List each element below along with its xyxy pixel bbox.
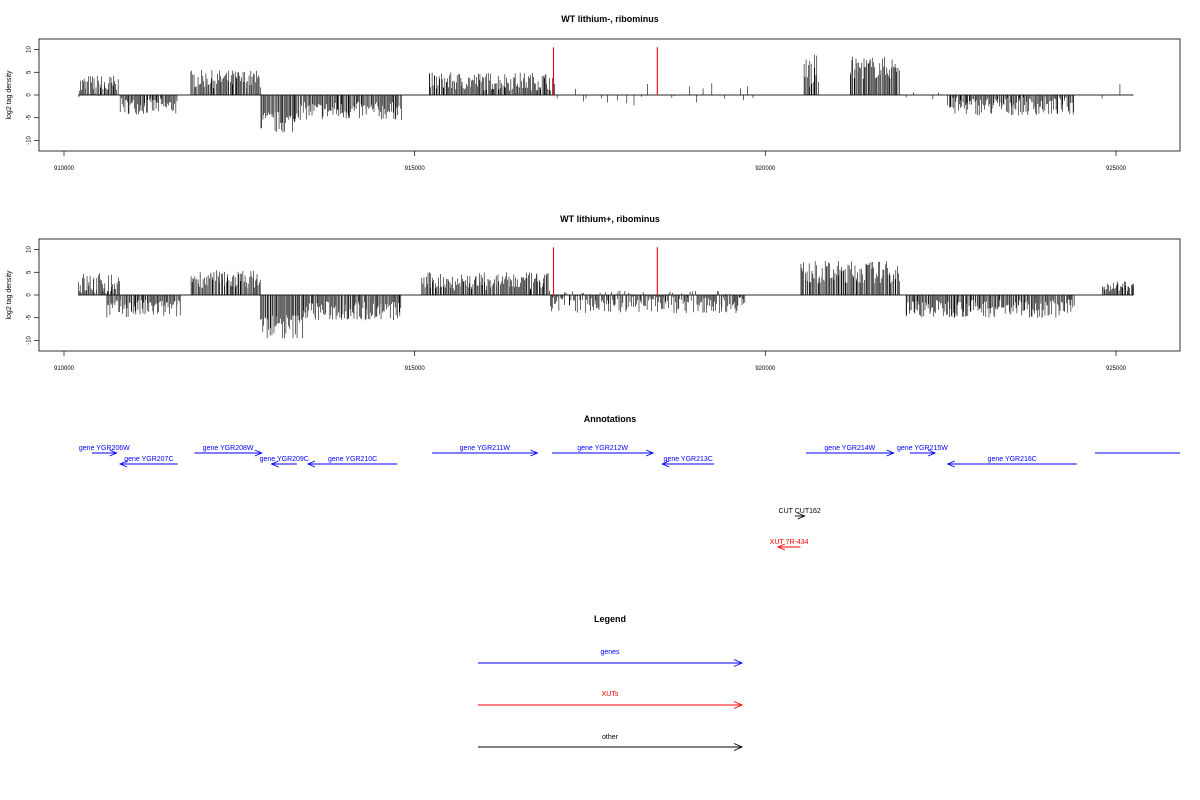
y-tick-label: -5 bbox=[27, 314, 33, 320]
legend-item-xuts: XUTs bbox=[478, 691, 744, 709]
y-axis-label: log2 tag density bbox=[6, 270, 13, 320]
feature-gene-ygr206w: gene YGR206W bbox=[79, 445, 130, 457]
legend-label: genes bbox=[600, 649, 620, 656]
legend-item-genes: genes bbox=[478, 649, 744, 667]
legend-label: XUTs bbox=[602, 691, 619, 698]
x-axis: 910000 915000 920000 925000 bbox=[54, 151, 1127, 172]
arrow-head bbox=[118, 460, 128, 468]
y-tick-label: 5 bbox=[27, 270, 33, 274]
arrow-head bbox=[270, 460, 279, 468]
x-tick-label: 920000 bbox=[755, 366, 776, 372]
arrow-head bbox=[733, 659, 744, 667]
feature-label: gene YGR216C bbox=[988, 456, 1037, 463]
y-axis: 10 5 0 -5 -10 bbox=[27, 46, 39, 145]
x-tick-label: 925000 bbox=[1106, 366, 1127, 372]
arrow-head bbox=[733, 701, 744, 709]
x-tick-label: 910000 bbox=[54, 366, 75, 372]
legend-item-other: other bbox=[478, 734, 744, 751]
feature-label: gene YGR211W bbox=[460, 445, 511, 452]
feature-label: gene YGR213C bbox=[664, 456, 713, 463]
feature-gene-ygr216c: gene YGR216C bbox=[946, 456, 1077, 468]
arrow-head bbox=[927, 449, 937, 457]
feature-gene-ygr215w: gene YGR215W bbox=[897, 445, 948, 457]
feature-label: gene YGR210C bbox=[328, 456, 377, 463]
arrow-head bbox=[109, 449, 118, 457]
chart-title: WT lithium+, ribominus bbox=[560, 214, 660, 224]
y-tick-label: 10 bbox=[27, 46, 33, 53]
y-tick-label: 0 bbox=[27, 293, 33, 297]
feature-gene-ygr213c: gene YGR213C bbox=[661, 456, 715, 468]
feature-cut-cut162: CUT CUT162 bbox=[779, 508, 821, 520]
chart-title: WT lithium-, ribominus bbox=[561, 14, 659, 24]
feature-gene-ygr214w: gene YGR214W bbox=[806, 445, 895, 457]
feature-label: gene YGR214W bbox=[824, 445, 875, 452]
feature-gene-ygr211w: gene YGR211W bbox=[432, 445, 539, 457]
y-axis: 10 5 0 -5 -10 bbox=[27, 246, 39, 345]
bar-layer bbox=[78, 47, 1134, 133]
arrow-head bbox=[661, 460, 670, 468]
feature-gene-ygr209c: gene YGR209C bbox=[260, 456, 309, 468]
arrow-head bbox=[733, 743, 744, 751]
y-tick-label: -10 bbox=[27, 335, 33, 344]
legend: Legend genes XUTs other bbox=[478, 614, 744, 751]
x-tick-label: 915000 bbox=[405, 366, 426, 372]
feature-label: gene YGR209C bbox=[260, 456, 309, 463]
feature-label: gene YGR208W bbox=[203, 445, 254, 452]
feature-label: gene YGR206W bbox=[79, 445, 130, 452]
arrow-head bbox=[797, 512, 806, 520]
feature-layer: gene YGR206W gene YGR207C gene YGR208W gene… bbox=[79, 445, 1180, 551]
x-tick-label: 915000 bbox=[405, 166, 426, 172]
x-tick-label: 910000 bbox=[54, 166, 75, 172]
feature-gene-ygr212w: gene YGR212W bbox=[552, 445, 655, 457]
feature-label: XUT 7R-434 bbox=[770, 539, 809, 546]
feature-label: gene YGR212W bbox=[577, 445, 628, 452]
x-tick-label: 920000 bbox=[755, 166, 776, 172]
y-tick-label: 5 bbox=[27, 70, 33, 74]
feature-gene-ygr207c: gene YGR207C bbox=[118, 456, 178, 468]
feature-label: gene YGR215W bbox=[897, 445, 948, 452]
legend-label: other bbox=[602, 734, 619, 741]
track-panel-lithium-minus: WT lithium-, ribominus log2 tag density … bbox=[6, 14, 1181, 172]
bar-layer bbox=[78, 247, 1134, 339]
y-tick-label: -5 bbox=[27, 114, 33, 120]
arrow-head bbox=[946, 460, 955, 468]
arrow-head bbox=[530, 449, 539, 457]
x-axis: 910000 915000 920000 925000 bbox=[54, 351, 1127, 372]
y-tick-label: -10 bbox=[27, 135, 33, 144]
y-tick-label: 0 bbox=[27, 93, 33, 97]
arrow-head bbox=[254, 449, 263, 457]
arrow-head bbox=[306, 460, 316, 468]
x-tick-label: 925000 bbox=[1106, 166, 1127, 172]
arrow-head bbox=[776, 543, 786, 551]
track-panel-lithium-plus: WT lithium+, ribominus log2 tag density … bbox=[6, 214, 1181, 372]
feature-gene-ygr210c: gene YGR210C bbox=[306, 456, 398, 468]
annotations-title: Annotations bbox=[584, 414, 637, 424]
legend-title: Legend bbox=[594, 614, 626, 624]
y-axis-label: log2 tag density bbox=[6, 70, 13, 120]
arrow-head bbox=[645, 449, 655, 457]
feature-gene-ygr208w: gene YGR208W bbox=[194, 445, 263, 457]
feature-xut-7r-434: XUT 7R-434 bbox=[770, 539, 809, 551]
feature-label: gene YGR207C bbox=[124, 456, 173, 463]
arrow-head bbox=[886, 449, 895, 457]
feature-label: CUT CUT162 bbox=[779, 508, 821, 515]
y-tick-label: 10 bbox=[27, 246, 33, 253]
